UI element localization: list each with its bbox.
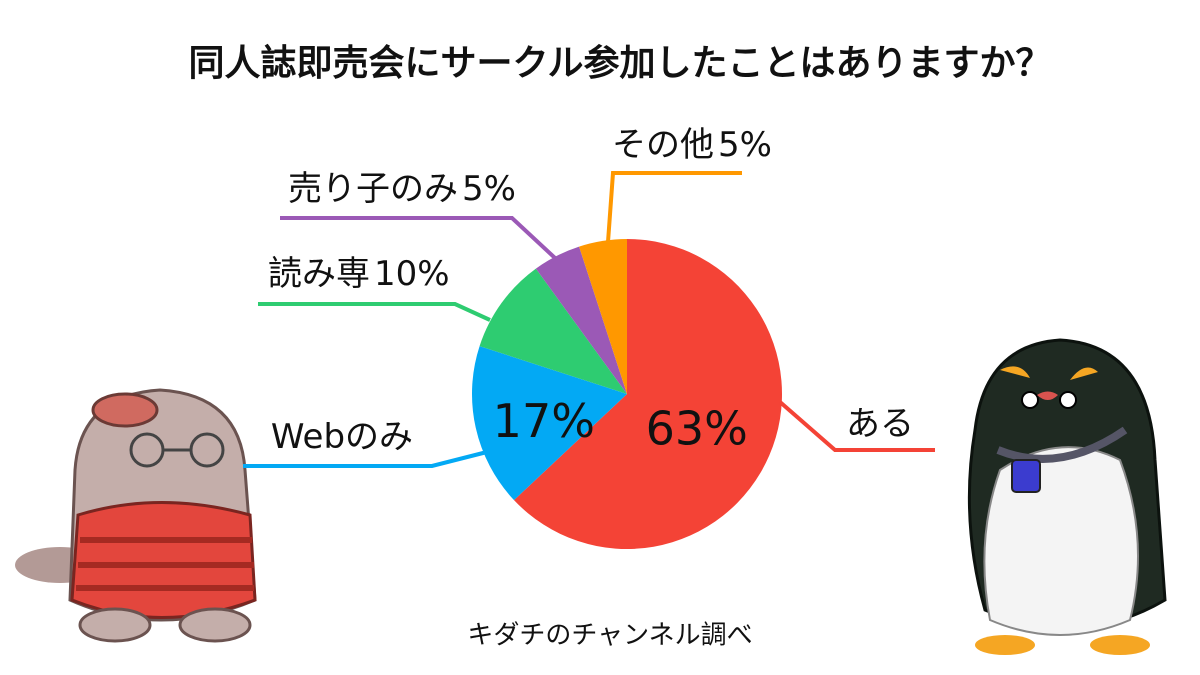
value-label: 5%: [718, 125, 772, 165]
value-label: 63%: [646, 401, 748, 455]
pie-slice: [479, 268, 627, 394]
value-label: 5%: [462, 169, 516, 209]
pie-slice: [514, 239, 782, 549]
source: キダチのチャンネル調べ: [467, 621, 752, 651]
slice-label: 売り子のみ 5%: [288, 169, 516, 209]
slice-label: Webのみ: [271, 417, 413, 457]
leader-line: [258, 302, 491, 322]
leader-line: [778, 400, 935, 452]
seal-illustration: [15, 388, 257, 643]
category-label: Webのみ: [271, 417, 413, 457]
pie-slice: [579, 239, 627, 394]
leader-line: [606, 171, 742, 243]
slice-label: 読み専 10%: [268, 254, 450, 294]
slice-label: その他 5%: [612, 125, 772, 165]
pie-slice: [472, 346, 627, 501]
penguin-illustration: [967, 338, 1167, 655]
leader-line: [280, 216, 557, 260]
leader-line: [243, 450, 488, 468]
category-label: ある: [846, 404, 914, 444]
pie-slice: [535, 246, 627, 394]
category-label: その他: [612, 125, 714, 165]
chart-title: 同人誌即売会にサークル参加したことはありますか？: [189, 42, 1052, 84]
category-label: 売り子のみ: [288, 169, 458, 209]
category-label: 読み専: [268, 254, 370, 294]
value-label: 10%: [374, 254, 450, 294]
slice-label: ある: [846, 404, 914, 444]
value-label: 17%: [493, 394, 595, 448]
